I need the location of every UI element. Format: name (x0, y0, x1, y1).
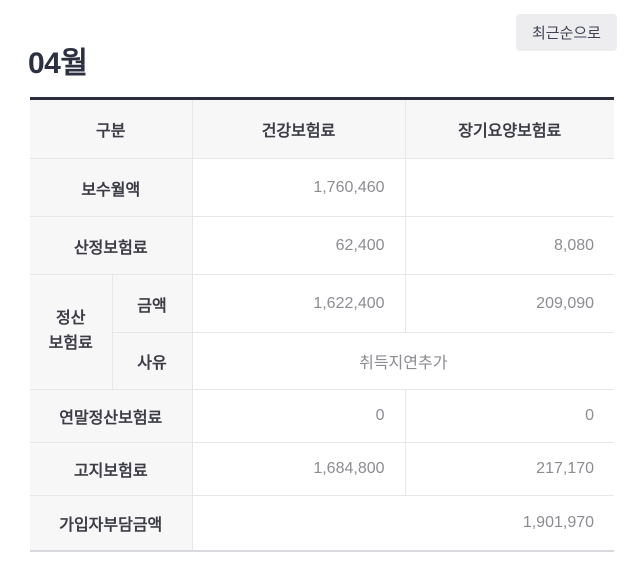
label-settlement-amount: 금액 (111, 274, 193, 333)
page-title: 04월 (28, 47, 88, 80)
header-category: 구분 (30, 98, 193, 159)
value-monthly-salary-health: 1,760,460 (191, 158, 406, 217)
row-subscriber-total: 가입자부담금액 1,901,970 (30, 495, 615, 551)
value-calculated-longterm: 8,080 (404, 216, 615, 275)
value-year-end-longterm: 0 (404, 389, 615, 443)
label-year-end-settlement: 연말정산보험료 (30, 389, 193, 443)
label-notified-premium: 고지보험료 (30, 442, 193, 496)
row-settlement-reason: 사유 취득지연추가 (30, 332, 615, 390)
label-calculated-premium: 산정보험료 (30, 216, 193, 275)
table-header-row: 구분 건강보험료 장기요양보험료 (30, 98, 615, 159)
label-monthly-salary: 보수월액 (30, 158, 193, 217)
premium-table: 구분 건강보험료 장기요양보험료 보수월액 1,760,460 산정보험료 62… (30, 97, 615, 552)
row-year-end-settlement: 연말정산보험료 0 0 (30, 389, 615, 443)
value-notified-longterm: 217,170 (404, 442, 615, 496)
value-subscriber-total: 1,901,970 (191, 495, 615, 551)
row-settlement-amount: 정산 보험료 금액 1,622,400 209,090 (30, 274, 615, 390)
value-notified-health: 1,684,800 (191, 442, 406, 496)
value-settlement-amount-longterm: 209,090 (404, 274, 615, 333)
label-settlement-reason: 사유 (112, 332, 193, 390)
sort-recent-button[interactable]: 최근순으로 (515, 14, 617, 51)
header-health-premium: 건강보험료 (191, 98, 406, 159)
label-settlement-line1: 정산 (56, 310, 86, 328)
label-subscriber-total: 가입자부담금액 (30, 495, 193, 551)
value-settlement-reason: 취득지연추가 (191, 332, 615, 390)
label-settlement-line2: 보험료 (48, 335, 93, 352)
value-calculated-health: 62,400 (191, 216, 406, 275)
header-longterm-premium: 장기요양보험료 (404, 98, 615, 159)
row-notified-premium: 고지보험료 1,684,800 217,170 (30, 442, 615, 496)
value-year-end-health: 0 (191, 389, 406, 443)
value-monthly-salary-longterm (404, 158, 615, 217)
row-monthly-salary: 보수월액 1,760,460 (30, 158, 615, 217)
label-settlement-premium: 정산 보험료 (30, 274, 113, 390)
value-settlement-amount-health: 1,622,400 (191, 274, 406, 333)
row-calculated-premium: 산정보험료 62,400 8,080 (30, 216, 615, 275)
